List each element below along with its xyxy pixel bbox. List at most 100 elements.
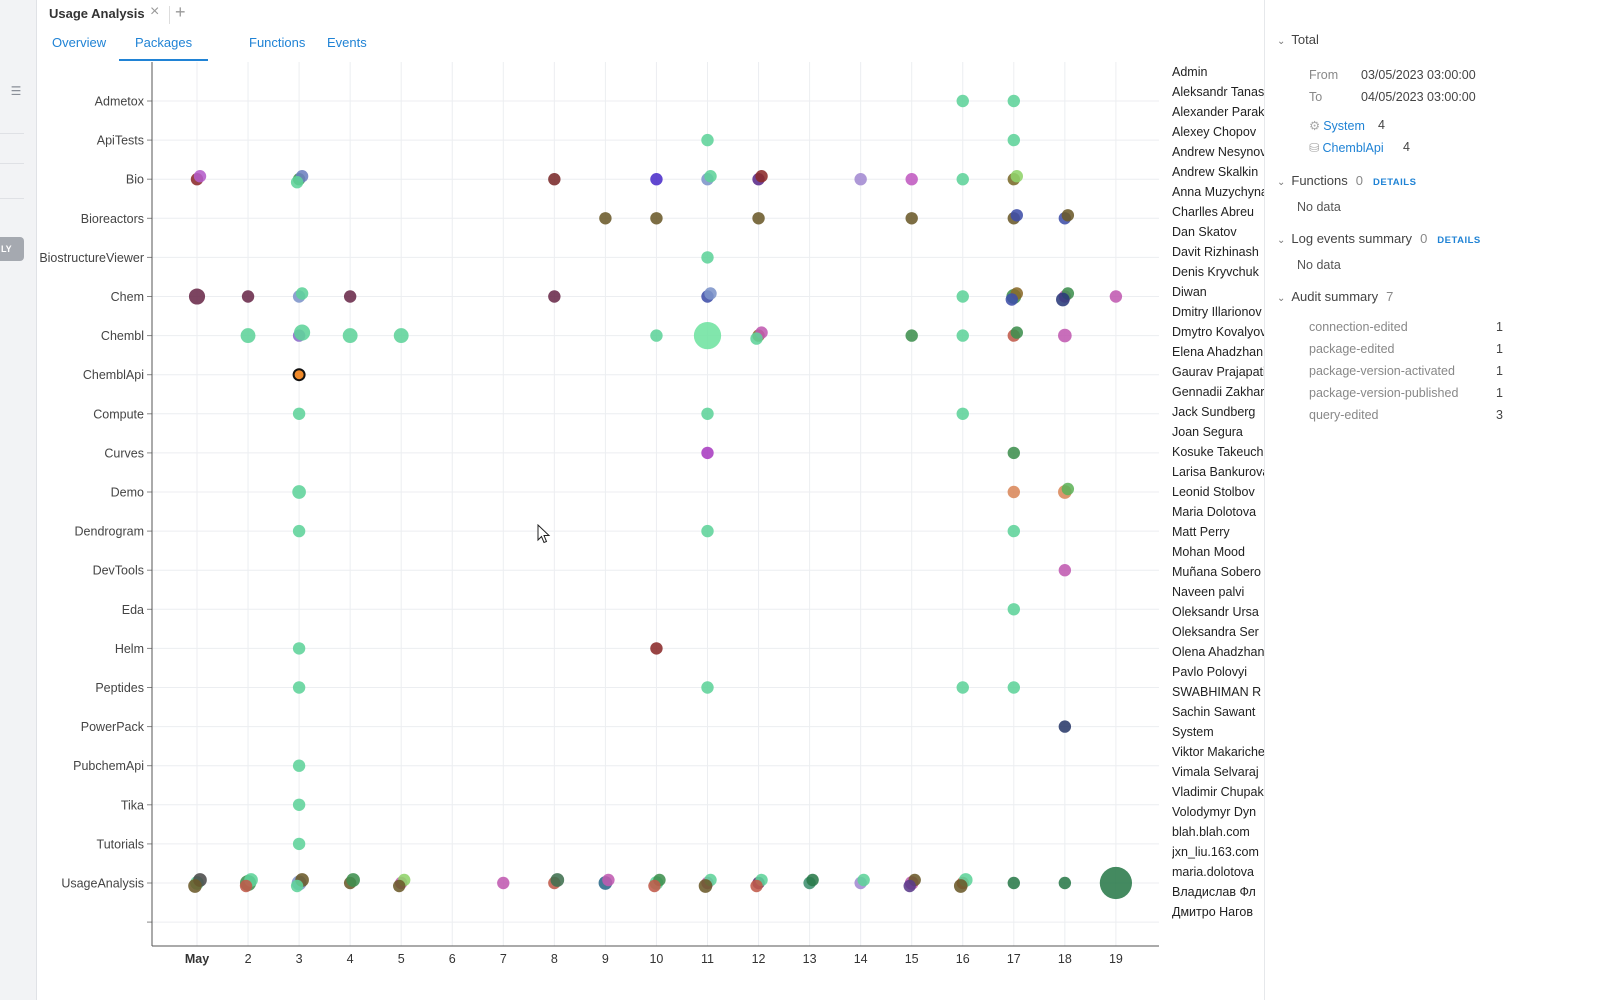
user-list-item[interactable]: Дмитро Нагов — [1172, 905, 1253, 919]
tab-packages[interactable]: Packages — [119, 35, 209, 61]
data-point[interactable] — [1007, 94, 1020, 108]
user-list-item[interactable]: Viktor Makarichev — [1172, 745, 1264, 759]
data-point[interactable] — [393, 879, 406, 893]
user-list-item[interactable]: Alexander Parak — [1172, 105, 1264, 119]
data-point[interactable] — [188, 879, 202, 893]
tab-overview[interactable]: Overview — [52, 35, 107, 50]
user-list-item[interactable]: Naveen palvi — [1172, 585, 1245, 599]
data-point[interactable] — [1099, 866, 1133, 900]
data-point[interactable] — [698, 879, 713, 893]
data-point[interactable] — [704, 287, 717, 300]
log-events-details-link[interactable]: DETAILS — [1437, 235, 1481, 246]
data-point[interactable] — [294, 324, 311, 341]
data-point[interactable] — [755, 170, 768, 183]
data-point[interactable] — [295, 287, 309, 300]
user-list-item[interactable]: Davit Rizhinash — [1172, 245, 1259, 259]
data-point[interactable] — [905, 173, 918, 186]
audit-row[interactable]: package-version-published 1 — [1309, 386, 1509, 404]
user-list-item[interactable]: Elena Ahadzhan — [1172, 345, 1264, 359]
data-point[interactable] — [1058, 876, 1072, 890]
data-point[interactable] — [1058, 564, 1072, 577]
data-point[interactable] — [750, 879, 763, 893]
user-list-item[interactable]: Maria Dolotova — [1172, 505, 1257, 519]
data-point[interactable] — [290, 176, 304, 189]
data-point[interactable] — [956, 173, 969, 186]
data-point[interactable] — [1010, 326, 1023, 339]
user-list-item[interactable]: Leonid Stolbov — [1172, 485, 1255, 499]
user-list-item[interactable]: blah.blah.com — [1172, 825, 1250, 839]
add-tab-icon[interactable]: + — [175, 2, 186, 22]
user-list-item[interactable]: Владислав Фл — [1172, 885, 1256, 899]
data-point[interactable] — [693, 321, 722, 350]
data-point[interactable] — [903, 879, 916, 893]
data-point[interactable] — [956, 681, 969, 694]
data-point[interactable] — [650, 173, 663, 186]
log-events-section-header[interactable]: ⌄ Log events summary 0 DETAILS — [1277, 231, 1481, 246]
data-point[interactable] — [599, 212, 612, 225]
user-list-item[interactable]: Joan Segura — [1172, 425, 1243, 439]
user-list-item[interactable]: maria.dolotova — [1172, 865, 1254, 879]
user-list-item[interactable]: Sachin Sawant — [1172, 705, 1256, 719]
audit-row[interactable]: package-version-activated 1 — [1309, 364, 1509, 382]
data-point[interactable] — [346, 873, 360, 887]
data-point[interactable] — [650, 642, 663, 655]
data-point[interactable] — [292, 681, 306, 694]
data-point[interactable] — [292, 837, 306, 851]
data-point[interactable] — [1007, 446, 1020, 460]
data-point[interactable] — [956, 94, 969, 108]
data-point[interactable] — [292, 798, 306, 811]
data-point[interactable] — [701, 251, 714, 264]
data-point[interactable] — [292, 485, 306, 499]
tab-functions[interactable]: Functions — [249, 35, 306, 50]
data-point[interactable] — [1058, 328, 1072, 343]
data-point[interactable] — [1010, 209, 1023, 222]
packages-scatter-chart[interactable]: May 2 3 4 5 6 7 8 9 10 11 12 13 14 15 16 17 18 19 Admetox Ap… — [37, 62, 1159, 1000]
audit-row[interactable]: query-edited 3 — [1309, 408, 1509, 426]
data-point[interactable] — [1007, 524, 1020, 538]
user-list-item[interactable]: Dmitry Illarionov — [1172, 305, 1262, 319]
scatter-plot-svg[interactable]: May 2 3 4 5 6 7 8 9 10 11 12 13 14 15 16 17 18 19 Admetox Ap… — [37, 62, 1159, 1000]
user-list-item[interactable]: Alexey Chopov — [1172, 125, 1257, 139]
user-list-item[interactable]: Aleksandr Tanas — [1172, 85, 1264, 99]
data-point[interactable] — [292, 642, 306, 655]
data-point[interactable] — [1061, 209, 1075, 222]
data-point[interactable] — [650, 212, 663, 225]
data-point[interactable] — [1056, 292, 1070, 307]
data-point[interactable] — [602, 873, 615, 887]
data-point[interactable] — [292, 524, 306, 538]
user-list-item[interactable]: Oleksandra Ser — [1172, 625, 1259, 639]
data-point[interactable] — [648, 879, 661, 893]
data-point[interactable] — [393, 328, 409, 344]
data-point[interactable] — [701, 524, 714, 538]
data-point[interactable] — [752, 212, 765, 225]
functions-details-link[interactable]: DETAILS — [1373, 177, 1417, 188]
data-point[interactable] — [1007, 681, 1020, 694]
user-list-item[interactable]: Jack Sundberg — [1172, 405, 1256, 419]
user-list-item[interactable]: Larisa Bankurova — [1172, 465, 1264, 479]
data-point[interactable] — [701, 133, 714, 147]
user-list-item[interactable]: Gennadii Zakharov — [1172, 385, 1264, 399]
data-point[interactable] — [956, 407, 969, 420]
data-point[interactable] — [1109, 290, 1123, 303]
data-point[interactable] — [956, 329, 969, 342]
data-point[interactable] — [1058, 720, 1072, 733]
data-point[interactable] — [1061, 482, 1075, 496]
data-point[interactable] — [905, 329, 918, 342]
data-point[interactable] — [290, 879, 304, 893]
document-tab-title[interactable]: Usage Analysis — [49, 6, 145, 21]
hamburger-icon[interactable]: ☰ — [10, 84, 22, 98]
data-point[interactable] — [292, 368, 306, 382]
data-point[interactable] — [342, 328, 358, 344]
user-list-item[interactable]: Anna Muzychyna — [1172, 185, 1264, 199]
data-point[interactable] — [292, 407, 306, 420]
user-list-item[interactable]: Muñana Sobero — [1172, 565, 1261, 579]
data-point[interactable] — [548, 173, 561, 186]
user-list-item[interactable]: Denis Kryvchuk — [1172, 265, 1259, 279]
user-list-item[interactable]: System — [1172, 725, 1214, 739]
data-point[interactable] — [239, 879, 253, 893]
user-list-item[interactable]: Admin — [1172, 65, 1208, 79]
data-point[interactable] — [193, 170, 207, 183]
user-list-item[interactable]: Olena Ahadzhan — [1172, 645, 1264, 659]
data-point[interactable] — [548, 290, 561, 303]
data-point[interactable] — [1007, 876, 1020, 890]
